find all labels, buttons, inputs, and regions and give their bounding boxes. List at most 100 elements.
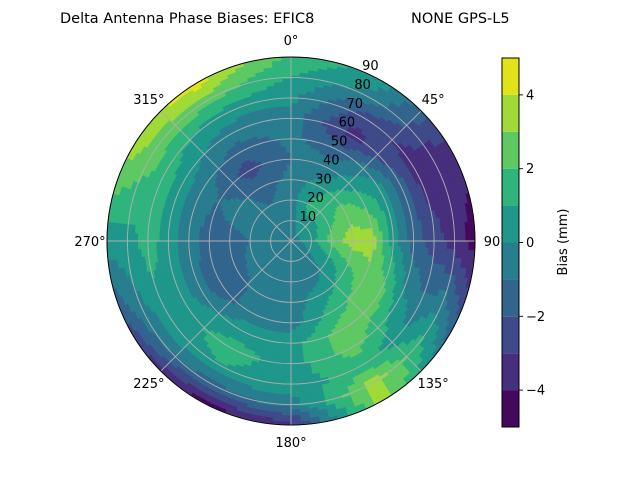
contour-cell — [290, 308, 296, 312]
contour-cell — [290, 317, 296, 322]
contour-cell — [361, 240, 365, 246]
contour-cell — [283, 372, 292, 377]
contour-cell — [361, 236, 365, 242]
contour-cell — [345, 240, 350, 245]
contour-cell — [283, 369, 292, 374]
contour-cell — [290, 369, 299, 374]
contour-cell — [285, 344, 292, 349]
contour-cell — [290, 372, 299, 377]
contour-cell — [370, 240, 375, 246]
contour-cell — [290, 347, 298, 352]
contour-cell — [456, 231, 460, 242]
contour-cell — [290, 157, 296, 162]
contour-cell — [394, 235, 399, 242]
contour-cell — [437, 232, 442, 242]
contour-cell — [290, 412, 301, 417]
contour-cell — [286, 317, 292, 322]
contour-cell — [376, 236, 381, 242]
contour-cell — [290, 127, 298, 132]
contour-cell — [382, 240, 387, 247]
contour-cell — [345, 237, 350, 242]
contour-cell — [286, 308, 292, 312]
contour-cell — [367, 240, 372, 246]
contour-cell — [373, 236, 378, 242]
contour-cell — [290, 415, 301, 420]
contour-cell — [290, 87, 300, 92]
contour-cell — [281, 418, 292, 423]
contour-cell — [286, 311, 292, 315]
contour-cell — [462, 231, 467, 242]
contour-cell — [290, 121, 298, 125]
contour-cell — [290, 105, 299, 110]
contour-cell — [437, 240, 442, 250]
contour-cell — [290, 167, 296, 171]
contour-cell — [290, 332, 297, 337]
contour-cell — [286, 320, 292, 325]
contour-cell — [283, 378, 292, 383]
contour-cell — [416, 233, 421, 242]
contour-cell — [440, 240, 445, 250]
contour-cell — [459, 231, 464, 242]
contour-cell — [419, 240, 424, 249]
contour-cell — [434, 240, 439, 250]
contour-cell — [468, 240, 473, 251]
contour-cell — [290, 323, 296, 328]
chart-title-left: Delta Antenna Phase Biases: EFIC8 — [60, 11, 314, 27]
contour-cell — [290, 139, 297, 144]
contour-cell — [290, 90, 300, 95]
contour-cell — [290, 164, 296, 168]
contour-cell — [282, 393, 292, 398]
contour-cell — [419, 233, 424, 242]
contour-cell — [290, 154, 296, 159]
contour-cell — [376, 240, 381, 246]
contour-cell — [290, 304, 295, 309]
contour-cell — [468, 231, 473, 242]
contour-cell — [364, 236, 368, 242]
contour-cell — [290, 81, 300, 86]
contour-cell — [354, 237, 359, 242]
contour-cell — [290, 62, 301, 67]
contour-cell — [282, 399, 292, 404]
contour-cell — [400, 234, 405, 242]
contour-cell — [385, 240, 390, 247]
contour-cell — [290, 111, 299, 116]
contour-cell — [281, 415, 292, 420]
contour-cell — [293, 292, 298, 297]
contour-cell — [290, 381, 299, 386]
contour-cell — [283, 381, 292, 386]
contour-cell — [283, 375, 292, 380]
contour-cell — [290, 68, 301, 73]
contour-cell — [290, 384, 300, 389]
contour-cell — [282, 384, 292, 389]
contour-cell — [285, 335, 292, 340]
contour-cell — [403, 240, 408, 248]
contour-cell — [358, 236, 362, 242]
contour-cell — [290, 160, 296, 165]
contour-cell — [290, 65, 301, 70]
contour-cell — [462, 240, 467, 251]
contour-cell — [290, 59, 301, 64]
contour-cell — [284, 357, 292, 361]
contour-cell — [446, 232, 451, 242]
contour-cell — [290, 344, 297, 349]
contour-cell — [364, 240, 368, 246]
contour-cell — [290, 329, 297, 334]
contour-cell — [287, 304, 292, 309]
contour-cell — [281, 406, 292, 410]
contour-cell — [290, 151, 296, 156]
contour-cell — [290, 396, 300, 401]
contour-cell — [422, 240, 427, 249]
contour-cell — [407, 240, 411, 248]
contour-cell — [286, 326, 292, 331]
contour-cell — [431, 240, 436, 249]
contour-cell — [290, 311, 296, 315]
contour-cell — [290, 124, 298, 129]
contour-cell — [281, 412, 292, 417]
contour-cell — [425, 240, 430, 249]
contour-cell — [449, 232, 454, 242]
contour-cell — [428, 240, 433, 249]
contour-cell — [431, 233, 436, 242]
contour-cell — [440, 232, 445, 242]
contour-cell — [416, 240, 421, 249]
